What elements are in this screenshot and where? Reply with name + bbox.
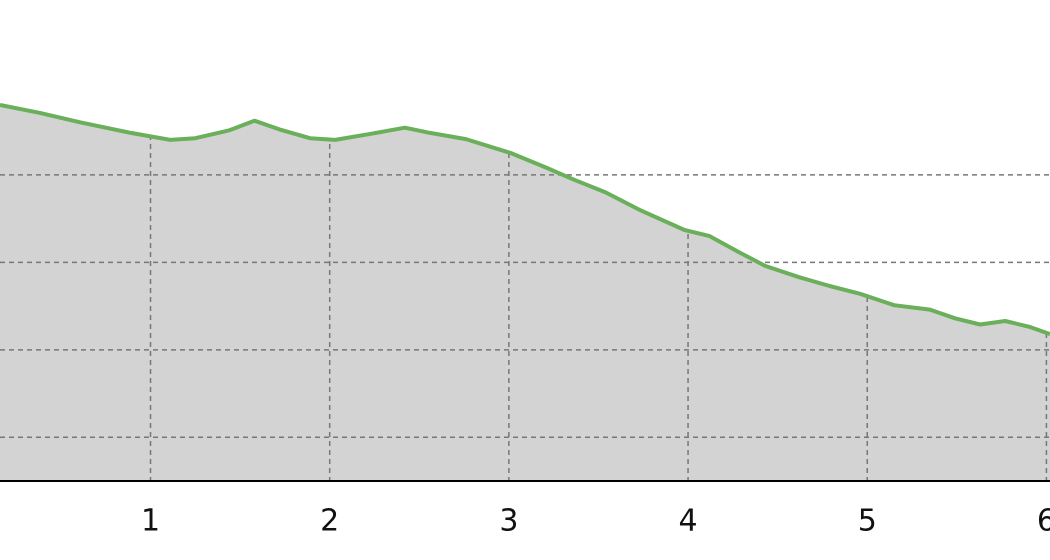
area-line bbox=[0, 102, 1050, 336]
x-tick-label: 3 bbox=[499, 504, 518, 539]
x-tick-label: 6 bbox=[1037, 504, 1050, 539]
x-grid bbox=[149, 104, 1048, 481]
x-tick-label: 2 bbox=[320, 504, 339, 539]
x-tick-label: 4 bbox=[679, 504, 698, 539]
x-tick-label: 1 bbox=[141, 504, 160, 539]
area-fill bbox=[0, 104, 1050, 482]
x-tick-label: 5 bbox=[858, 504, 877, 539]
